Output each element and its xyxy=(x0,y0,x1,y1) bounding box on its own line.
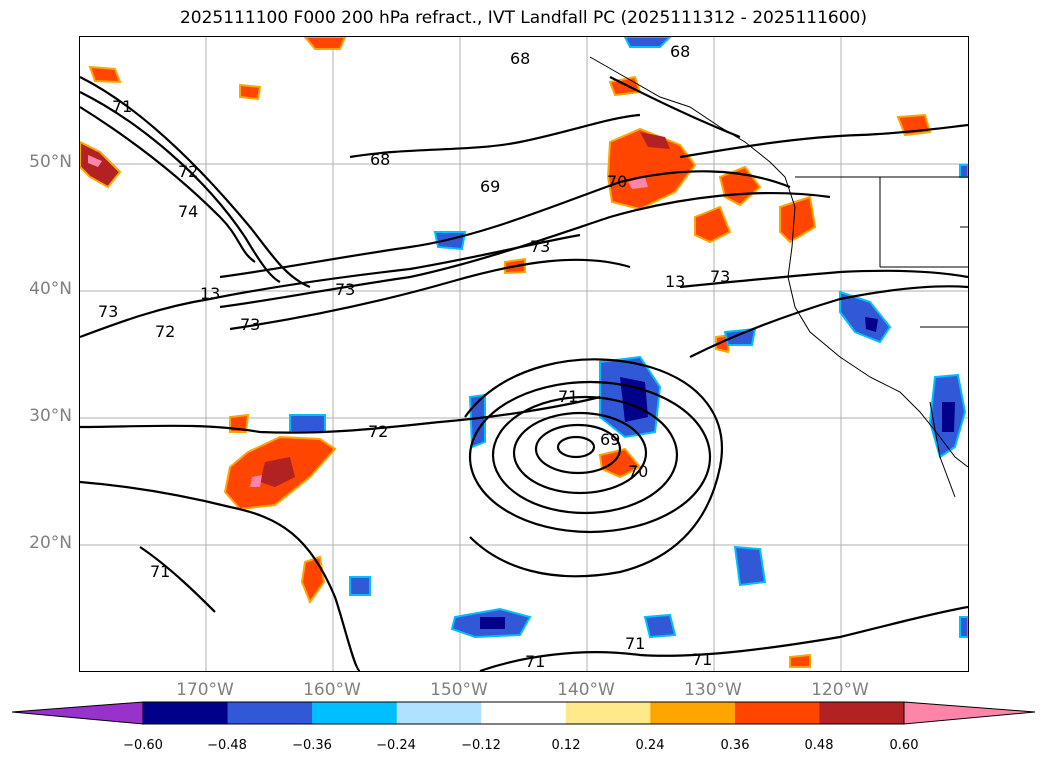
lat-label: 50°N xyxy=(29,152,72,172)
contour-label: 71 xyxy=(112,97,132,116)
colorbar-cell xyxy=(565,702,651,724)
contour-label: 68 xyxy=(370,150,390,169)
colorbar-cell xyxy=(734,702,820,724)
contour-label: 13 xyxy=(200,284,220,303)
contour-label: 68 xyxy=(670,42,690,61)
colorbar-cells xyxy=(143,702,905,724)
lon-label: 170°W xyxy=(176,680,234,700)
contour-label: 13 xyxy=(665,272,685,291)
figure-title: 2025111100 F000 200 hPa refract., IVT La… xyxy=(179,8,867,28)
colorbar-cell xyxy=(227,702,313,724)
colorbar-tick: 0.48 xyxy=(804,738,834,753)
colorbar xyxy=(11,701,1036,725)
contour-label: 70 xyxy=(628,462,648,481)
colorbar-cell xyxy=(481,702,567,724)
refractivity-contours xyxy=(80,76,968,671)
lat-label: 30°N xyxy=(29,406,72,426)
positive-anomaly-patches xyxy=(80,37,932,668)
colorbar-tick: 0.60 xyxy=(889,738,919,753)
colorbar-tick: 0.12 xyxy=(551,738,581,753)
colorbar-tick: −0.24 xyxy=(376,738,416,753)
contour-label: 71 xyxy=(692,650,712,669)
colorbar-cell xyxy=(650,702,736,724)
contour-label: 74 xyxy=(178,202,198,221)
cyclone-contours xyxy=(464,358,723,578)
lon-label: 140°W xyxy=(557,680,615,700)
coastline xyxy=(589,56,968,498)
colorbar-tick: −0.12 xyxy=(461,738,501,753)
colorbar-cell xyxy=(396,702,482,724)
colorbar-tick: −0.48 xyxy=(207,738,247,753)
colorbar-cell xyxy=(312,702,398,724)
colorbar-max-extend xyxy=(903,701,1036,725)
lat-label: 40°N xyxy=(29,279,72,299)
colorbar-tick: −0.36 xyxy=(292,738,332,753)
colorbar-tick: −0.60 xyxy=(123,738,163,753)
contour-label: 71 xyxy=(525,652,545,671)
colorbar-tick: 0.24 xyxy=(635,738,665,753)
contour-label: 72 xyxy=(178,162,198,181)
colorbar-cell xyxy=(143,702,229,724)
contour-label: 69 xyxy=(600,430,620,449)
lat-label: 20°N xyxy=(29,533,72,553)
contour-label: 73 xyxy=(240,315,260,334)
map-panel: 68 68 68 69 70 71 72 74 73 73 73 72 73 1… xyxy=(79,36,969,672)
colorbar-min-extend xyxy=(11,701,144,725)
contour-label: 73 xyxy=(335,280,355,299)
contour-label: 73 xyxy=(98,302,118,321)
negative-anomaly-patches xyxy=(289,37,968,639)
map-canvas: 68 68 68 69 70 71 72 74 73 73 73 72 73 1… xyxy=(80,37,968,671)
contour-label: 72 xyxy=(368,422,388,441)
contour-label: 71 xyxy=(558,387,578,406)
contour-label: 69 xyxy=(480,177,500,196)
graticule xyxy=(80,37,968,671)
contour-label: 70 xyxy=(607,172,627,191)
lon-label: 150°W xyxy=(430,680,488,700)
colorbar-cell xyxy=(819,702,905,724)
contour-label: 68 xyxy=(510,49,530,68)
contour-label-group: 68 68 68 69 70 71 72 74 73 73 73 72 73 1… xyxy=(98,42,730,671)
contour-label: 71 xyxy=(625,634,645,653)
lon-label: 130°W xyxy=(684,680,742,700)
contour-label: 73 xyxy=(710,267,730,286)
lon-label: 160°W xyxy=(303,680,361,700)
lon-label: 120°W xyxy=(811,680,869,700)
contour-label: 73 xyxy=(530,237,550,256)
contour-label: 72 xyxy=(155,322,175,341)
contour-label: 71 xyxy=(150,562,170,581)
colorbar-tick: 0.36 xyxy=(720,738,750,753)
